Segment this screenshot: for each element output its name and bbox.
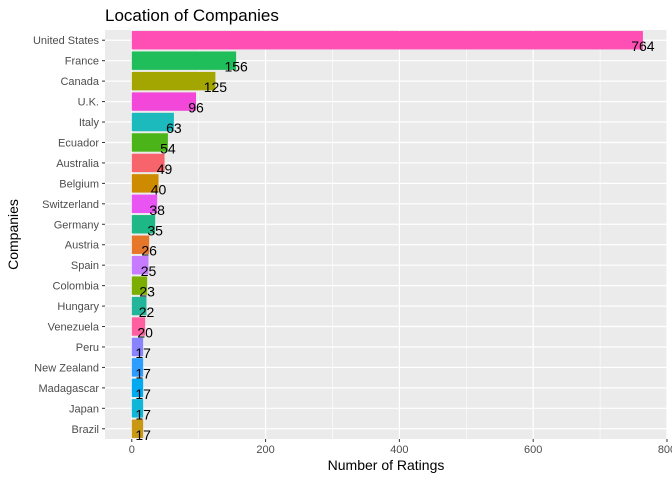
bar (131, 31, 643, 50)
x-tick-label: 800 (658, 444, 672, 456)
bar (131, 133, 168, 152)
data-label: 20 (137, 325, 153, 341)
category-label: Austria (65, 240, 100, 252)
category-label: Australia (56, 158, 100, 170)
data-label: 26 (141, 243, 157, 259)
data-label: 17 (135, 406, 151, 422)
bar (131, 51, 237, 70)
data-label: 96 (188, 100, 204, 116)
category-label: Brazil (71, 424, 99, 436)
data-label: 125 (204, 79, 228, 95)
category-label: Spain (71, 260, 99, 272)
x-tick-label: 200 (256, 444, 274, 456)
data-label: 17 (135, 345, 151, 361)
data-label: 35 (147, 222, 163, 238)
category-label: Ecuador (58, 137, 99, 149)
plot-panel (105, 30, 667, 439)
data-label: 49 (157, 161, 173, 177)
x-tick-label: 0 (129, 444, 135, 456)
data-label: 40 (151, 181, 167, 197)
category-label: Japan (69, 403, 99, 415)
bar (131, 194, 158, 214)
category-label: Italy (79, 117, 100, 129)
bar (131, 317, 146, 336)
bar (131, 215, 156, 234)
bar (131, 378, 144, 398)
chart-title: Location of Companies (105, 6, 279, 25)
category-label: Hungary (57, 301, 99, 313)
category-label: Venezuela (48, 322, 100, 334)
category-label: United States (33, 35, 100, 47)
x-tick-label: 400 (390, 444, 408, 456)
bar (131, 358, 144, 377)
bar (131, 276, 148, 295)
data-label: 17 (135, 386, 151, 402)
category-label: Canada (60, 76, 99, 88)
x-axis-title: Number of Ratings (328, 457, 445, 473)
bar (131, 235, 150, 254)
category-label: Germany (54, 219, 100, 231)
bar (131, 71, 216, 91)
data-label: 22 (139, 304, 155, 320)
bar (131, 92, 196, 111)
category-label: New Zealand (34, 362, 99, 374)
data-label: 17 (135, 365, 151, 381)
category-label: Colombia (53, 281, 100, 293)
y-axis: United States France Canada U.K. Italy Ecuado… (33, 35, 105, 436)
data-label: 23 (139, 284, 155, 300)
data-label: 25 (141, 263, 157, 279)
bar (131, 174, 159, 193)
bar (131, 153, 165, 173)
category-label: France (65, 56, 99, 68)
data-label: 63 (166, 120, 182, 136)
category-label: Belgium (59, 178, 99, 190)
bar-layer (131, 31, 643, 438)
x-axis: 0 200 400 600 800 (129, 439, 672, 456)
bar (131, 337, 144, 357)
bar (131, 419, 144, 438)
data-label: 54 (160, 140, 176, 156)
data-label: 38 (149, 202, 165, 218)
data-label: 156 (224, 59, 248, 75)
category-label: U.K. (78, 97, 99, 109)
bar (131, 296, 147, 316)
data-label: 764 (631, 38, 655, 54)
category-label: Madagascar (38, 383, 99, 395)
x-tick-label: 600 (524, 444, 542, 456)
bar (131, 112, 174, 132)
category-label: Peru (76, 342, 99, 354)
category-label: Switzerland (42, 199, 99, 211)
bar (131, 255, 149, 275)
bar (131, 399, 144, 418)
y-axis-title: Companies (5, 199, 21, 270)
data-label: 17 (135, 427, 151, 443)
